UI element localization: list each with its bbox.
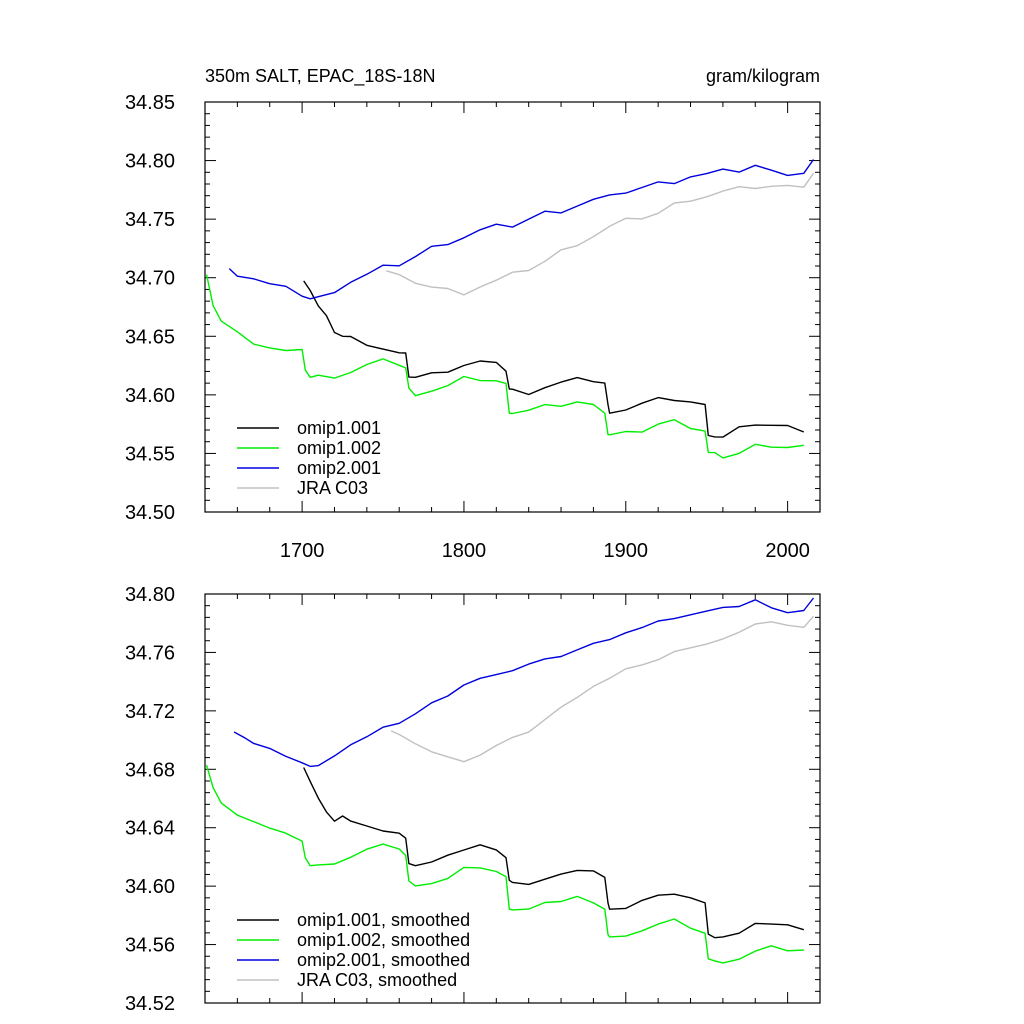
legend-label: omip1.001, smoothed xyxy=(297,910,470,930)
x-tick-label: 1900 xyxy=(604,540,649,562)
y-tick-label: 34.80 xyxy=(125,151,175,173)
legend-label: omip2.001 xyxy=(297,458,381,478)
y-tick-label: 34.60 xyxy=(125,876,175,898)
legend-label: JRA C03, smoothed xyxy=(297,970,457,990)
x-tick-label: 2000 xyxy=(765,540,810,562)
plot-frame xyxy=(204,593,821,1004)
y-tick-label: 34.55 xyxy=(125,443,175,465)
plot-frame xyxy=(204,101,821,513)
series-line-3 xyxy=(386,172,815,296)
y-tick-label: 34.85 xyxy=(125,92,175,114)
y-tick-label: 34.68 xyxy=(125,759,175,781)
x-tick-label: 1700 xyxy=(280,540,325,562)
legend-label: omip1.002 xyxy=(297,438,381,458)
y-tick-label: 34.65 xyxy=(125,326,175,348)
y-tick-label: 34.75 xyxy=(125,209,175,231)
legend-label: omip1.001 xyxy=(297,418,381,438)
legend-label: omip1.002, smoothed xyxy=(297,930,470,950)
series-line-0 xyxy=(303,280,805,438)
legend-label: omip2.001, smoothed xyxy=(297,950,470,970)
top-panel: 350m SALT, EPAC_18S-18N gram/kilogram 17… xyxy=(125,66,821,562)
series-line-2 xyxy=(228,159,815,300)
series-line-3 xyxy=(390,615,815,763)
y-tick-label: 34.56 xyxy=(125,935,175,957)
series-line-1 xyxy=(205,765,804,964)
units-label: gram/kilogram xyxy=(706,66,820,86)
y-tick-label: 34.80 xyxy=(125,584,175,606)
series-line-1 xyxy=(205,274,804,459)
y-tick-label: 34.70 xyxy=(125,268,175,290)
y-tick-label: 34.76 xyxy=(125,642,175,664)
series-line-2 xyxy=(233,597,815,768)
y-tick-label: 34.60 xyxy=(125,385,175,407)
plot-area: 1700 1800 1900 2000 34.50 34.55 34.60 34.65 34.7… xyxy=(125,92,821,562)
y-tick-label: 34.72 xyxy=(125,701,175,723)
y-tick-label: 34.64 xyxy=(125,818,175,840)
series-line-0 xyxy=(303,767,805,939)
panel-title: 350m SALT, EPAC_18S-18N xyxy=(205,66,435,87)
x-tick-label: 1800 xyxy=(442,540,487,562)
plot-area: 34.52 34.56 34.60 34.64 34.68 34.72 34.76 34.80… xyxy=(125,584,821,1015)
bottom-panel: 34.52 34.56 34.60 34.64 34.68 34.72 34.76 34.80… xyxy=(125,584,821,1015)
y-tick-label: 34.52 xyxy=(125,993,175,1015)
y-tick-label: 34.50 xyxy=(125,502,175,524)
legend-label: JRA C03 xyxy=(297,478,368,498)
